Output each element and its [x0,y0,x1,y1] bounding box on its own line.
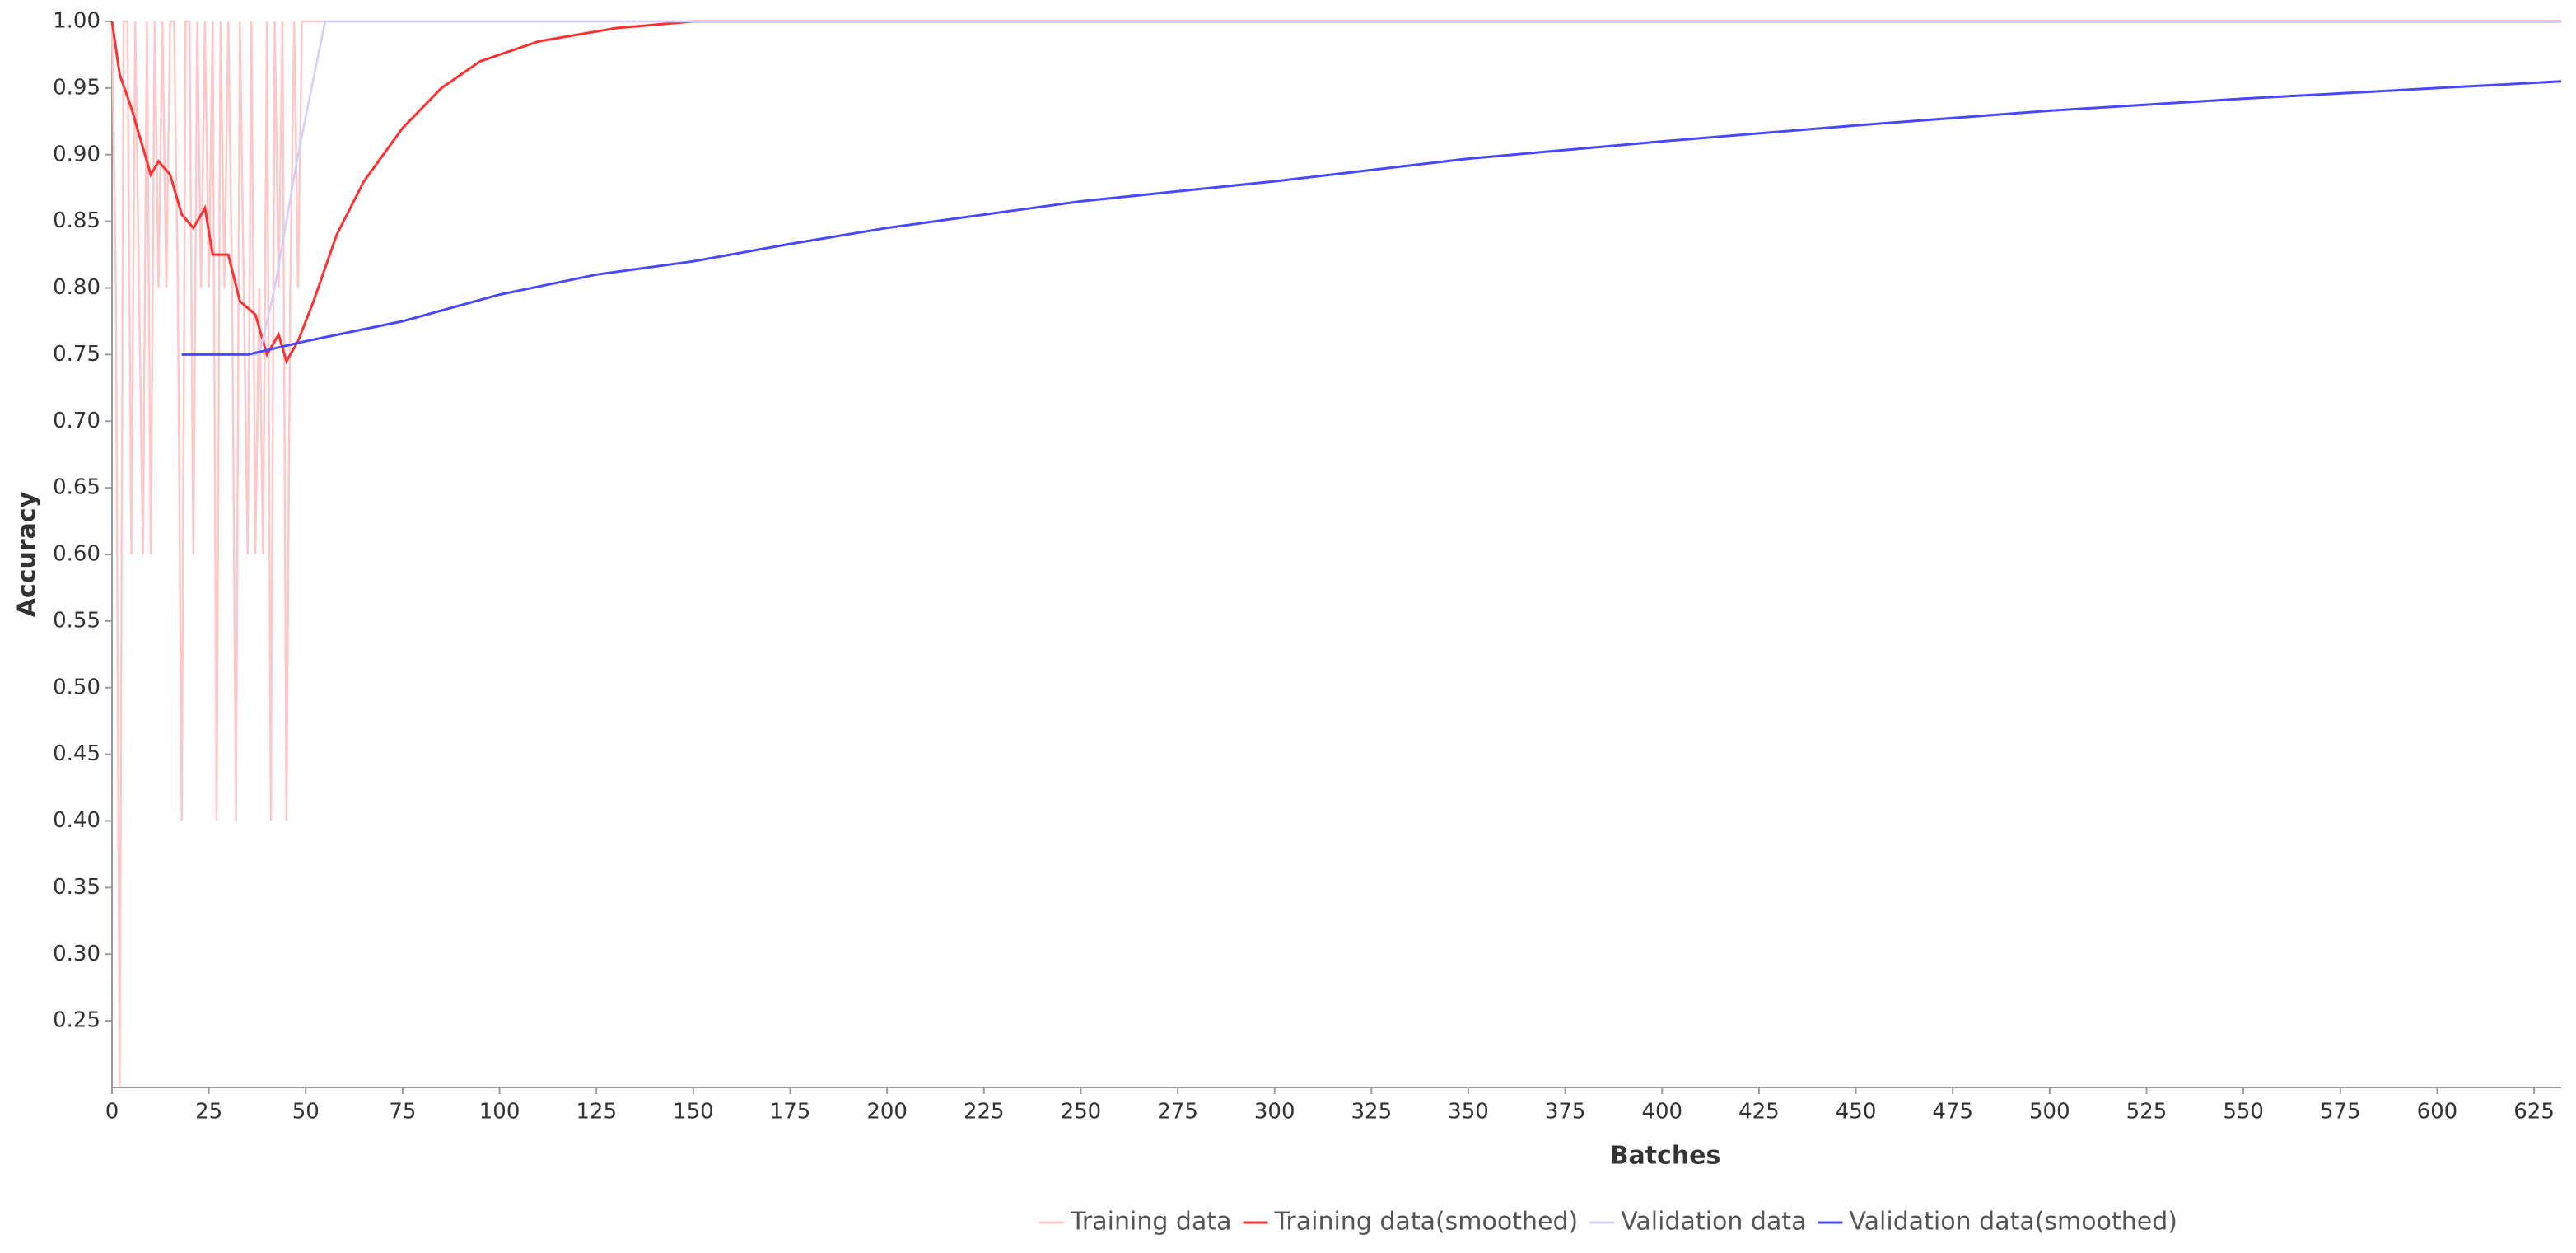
x-tick-label: 325 [1351,1100,1393,1124]
y-tick-label: 0.40 [53,808,100,833]
x-tick-label: 25 [195,1100,222,1124]
legend: Training data Training data(smoothed) Vali… [1039,1208,2177,1237]
x-tick-label: 250 [1061,1100,1102,1124]
series-line [110,20,2561,365]
legend-label: Validation data(smoothed) [1849,1208,2177,1237]
y-tick-label: 0.95 [53,75,100,100]
x-tick-label: 125 [576,1100,617,1124]
y-tick-label: 0.70 [53,409,100,433]
y-tick-label: 0.50 [53,675,100,699]
x-axis-title: Batches [1610,1142,1721,1171]
x-tick-label: 375 [1545,1100,1586,1124]
legend-label: Training data [1070,1208,1231,1237]
x-tick-label: 50 [292,1100,320,1124]
x-tick-label: 550 [2223,1100,2264,1124]
x-tick-label: 75 [389,1100,416,1124]
x-tick-label: 150 [673,1100,714,1124]
x-tick-label: 275 [1157,1100,1198,1124]
x-tick-label: 0 [105,1100,119,1124]
x-tick-label: 500 [2029,1100,2070,1124]
y-axis-title: Accuracy [13,491,42,617]
x-tick-label: 450 [1836,1100,1877,1124]
x-tick-label: 175 [770,1100,811,1124]
x-tick-label: 225 [964,1100,1005,1124]
legend-label: Training data(smoothed) [1273,1208,1578,1237]
y-tick-label: 0.55 [53,608,100,633]
y-tick-label: 0.65 [53,475,100,500]
x-tick-label: 425 [1738,1100,1780,1124]
y-tick-label: 0.35 [53,875,100,900]
x-tick-label: 400 [1641,1100,1682,1124]
y-tick-label: 0.90 [53,142,100,166]
y-tick-label: 0.45 [53,741,100,766]
x-tick-label: 525 [2126,1100,2168,1124]
x-tick-label: 100 [479,1100,520,1124]
y-tick-label: 0.75 [53,342,100,367]
y-tick-label: 0.30 [53,942,100,966]
y-tick-label: 0.85 [53,208,100,233]
x-tick-label: 600 [2417,1100,2458,1124]
legend-label: Validation data [1621,1208,1806,1237]
x-tick-label: 575 [2320,1100,2361,1124]
series-line [181,80,2562,356]
y-tick-label: 0.60 [53,542,100,567]
x-tick-label: 350 [1448,1100,1489,1124]
x-tick-label: 475 [1932,1100,1973,1124]
series-line [181,20,2561,356]
x-tick-label: 200 [866,1100,908,1124]
y-tick-label: 0.80 [53,275,100,300]
x-tick-label: 300 [1254,1100,1295,1124]
y-tick-label: 0.25 [53,1008,100,1033]
y-tick-label: 1.00 [53,9,100,34]
series-line [110,20,2561,1088]
x-tick-label: 625 [2513,1100,2555,1124]
